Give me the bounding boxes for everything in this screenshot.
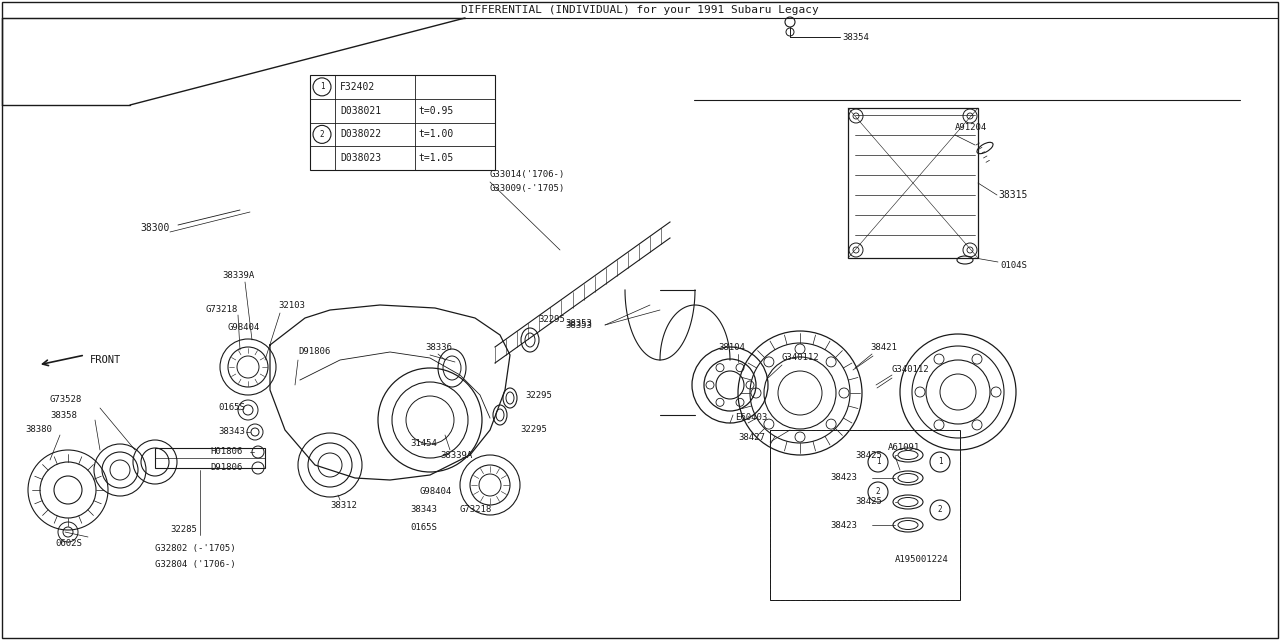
Text: 0165S: 0165S (410, 524, 436, 532)
Text: 38104: 38104 (718, 344, 745, 353)
Text: 31454: 31454 (410, 438, 436, 447)
Text: A61091: A61091 (888, 444, 920, 452)
Text: 38425: 38425 (855, 451, 882, 460)
Text: 38380: 38380 (26, 426, 52, 435)
Text: G340112: G340112 (892, 365, 929, 374)
Bar (771, 430, 960, 600)
Text: 38353: 38353 (564, 319, 591, 328)
Text: D91806: D91806 (210, 463, 242, 472)
Text: 32295: 32295 (525, 390, 552, 399)
Text: 1: 1 (938, 458, 942, 467)
Text: G32802 (-'1705): G32802 (-'1705) (155, 543, 236, 552)
Text: D91806: D91806 (298, 348, 330, 356)
Text: 32295: 32295 (520, 426, 547, 435)
Text: G32804 ('1706-): G32804 ('1706-) (155, 559, 236, 568)
Text: 38336: 38336 (425, 344, 452, 353)
Text: 2: 2 (320, 130, 324, 139)
Bar (771, 430, 960, 600)
Text: 1: 1 (876, 458, 881, 467)
Text: 2: 2 (938, 506, 942, 515)
Text: 0104S: 0104S (1000, 260, 1027, 269)
Text: t=1.00: t=1.00 (419, 129, 453, 140)
Text: 0602S: 0602S (55, 538, 82, 547)
Text: 1: 1 (320, 83, 324, 92)
Text: 38423: 38423 (829, 520, 856, 529)
Text: 38358: 38358 (50, 410, 77, 419)
Text: 32103: 32103 (278, 301, 305, 310)
Text: H01806: H01806 (210, 447, 242, 456)
Text: 38343: 38343 (218, 428, 244, 436)
Bar (310, 75, 495, 170)
Text: D038023: D038023 (340, 153, 381, 163)
Text: DIFFERENTIAL (INDIVIDUAL) for your 1991 Subaru Legacy: DIFFERENTIAL (INDIVIDUAL) for your 1991 … (461, 5, 819, 15)
Text: A91204: A91204 (955, 124, 987, 132)
Text: 38427: 38427 (739, 433, 765, 442)
Text: 2: 2 (876, 488, 881, 497)
Text: G340112: G340112 (782, 353, 819, 362)
Text: D038022: D038022 (340, 129, 381, 140)
Text: F32402: F32402 (340, 82, 375, 92)
Text: 38312: 38312 (330, 500, 357, 509)
Text: 38425: 38425 (855, 497, 882, 506)
Bar (849, 108, 978, 258)
Text: G98404: G98404 (228, 323, 260, 333)
Text: 0165S: 0165S (218, 403, 244, 413)
Text: 38300: 38300 (140, 223, 169, 233)
Bar (155, 448, 265, 468)
Text: 38353: 38353 (564, 321, 591, 330)
Text: FRONT: FRONT (90, 355, 122, 365)
Text: G98404: G98404 (420, 488, 452, 497)
Text: t=0.95: t=0.95 (419, 106, 453, 116)
Text: A195001224: A195001224 (895, 556, 948, 564)
Text: 38354: 38354 (842, 33, 869, 42)
Text: G73218: G73218 (460, 506, 493, 515)
Text: 32285: 32285 (170, 525, 197, 534)
Text: 38423: 38423 (829, 474, 856, 483)
Text: G73218: G73218 (205, 305, 237, 314)
Text: G33014('1706-): G33014('1706-) (490, 170, 566, 179)
Text: D038021: D038021 (340, 106, 381, 116)
Text: 38421: 38421 (870, 344, 897, 353)
Text: 38339A: 38339A (221, 271, 255, 280)
Text: 38343: 38343 (410, 506, 436, 515)
Text: E60403: E60403 (735, 413, 767, 422)
Text: t=1.05: t=1.05 (419, 153, 453, 163)
Text: 38339A: 38339A (440, 451, 472, 460)
Text: 38315: 38315 (998, 190, 1028, 200)
Text: G73528: G73528 (50, 396, 82, 404)
Text: G33009(-'1705): G33009(-'1705) (490, 184, 566, 193)
Text: 32295: 32295 (538, 316, 564, 324)
